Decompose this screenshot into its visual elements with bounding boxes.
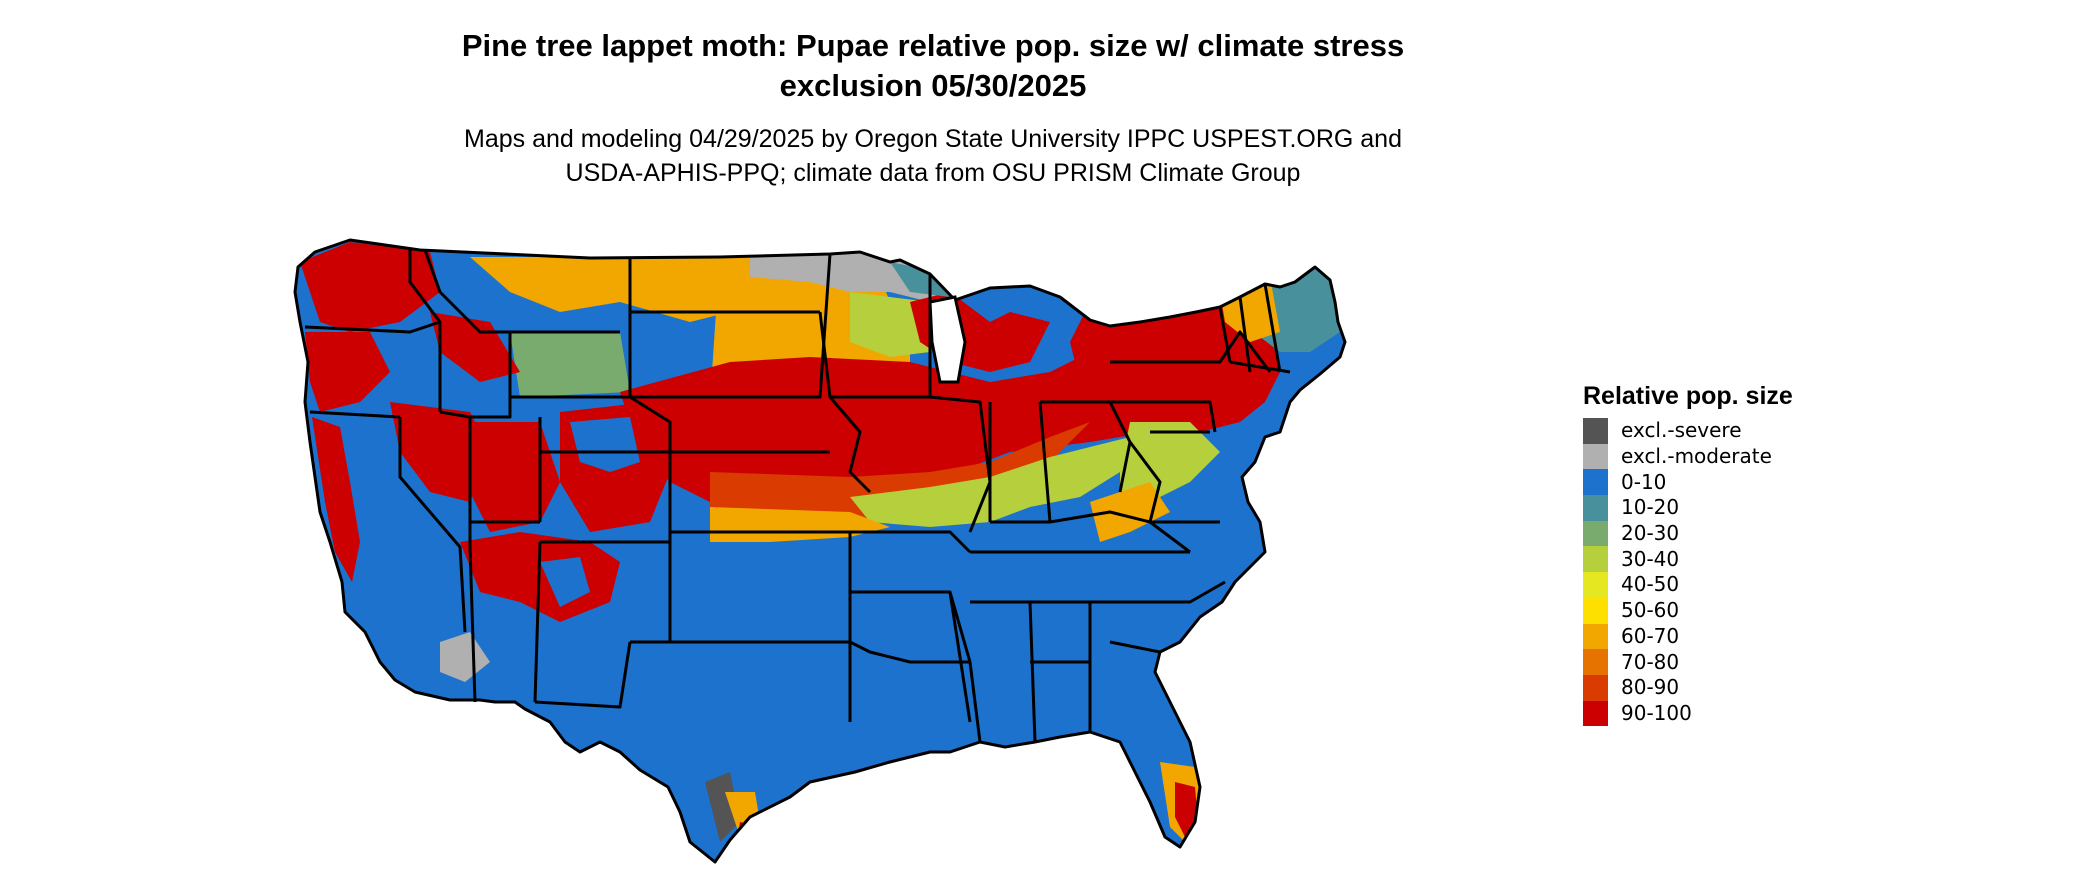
legend-item: 80-90: [1583, 674, 1923, 701]
zone-california-coast-red: [312, 417, 360, 582]
legend-swatch: [1583, 520, 1608, 547]
legend-item: 0-10: [1583, 469, 1923, 496]
map-title-line-1: Pine tree lappet moth: Pupae relative po…: [461, 28, 1405, 63]
us-map: [290, 222, 1560, 892]
wi-il-border: [928, 274, 992, 533]
zone-florida-red: [1175, 782, 1198, 837]
zone-idaho-red: [430, 312, 520, 382]
ms-al-ga-border: [968, 600, 1190, 743]
ca-nv-border: [398, 417, 467, 633]
legend-swatch: [1583, 597, 1608, 624]
mt-id-border: [423, 249, 510, 334]
zone-south-texas-grey: [705, 772, 740, 842]
carolinas-border: [1090, 580, 1226, 654]
ne-ks-border: [629, 395, 850, 534]
legend-label: 20-30: [1621, 521, 1680, 546]
legend-swatch: [1583, 418, 1608, 444]
dakotas-border: [628, 253, 832, 399]
lake-michigan: [928, 295, 967, 384]
map-subtitle-line-1: Maps and modeling 04/29/2025 by Oregon S…: [464, 125, 1402, 153]
tn-ky-border: [970, 510, 1191, 554]
legend-label: 80-90: [1621, 675, 1680, 700]
map-subtitle-line-2: USDA-APHIS-PPQ; climate data from OSU PR…: [565, 159, 1301, 187]
legend-item: 40-50: [1583, 572, 1923, 598]
legend-swatch: [1583, 674, 1608, 701]
state-borders: [293, 238, 1347, 864]
legend-item: 30-40: [1583, 546, 1923, 573]
zone-southwest-grey: [440, 632, 490, 682]
legend-swatch: [1583, 623, 1608, 650]
legend-label: 50-60: [1621, 598, 1680, 623]
legend-label: 40-50: [1621, 572, 1680, 597]
or-ca-border: [309, 410, 401, 419]
legend-swatch: [1583, 546, 1608, 573]
legend-title: Relative pop. size: [1583, 382, 1793, 410]
legend-swatch: [1583, 469, 1608, 496]
map-title-line-2: exclusion 05/30/2025: [779, 68, 1087, 103]
ut-co-border: [470, 397, 542, 524]
legend-label: excl.-moderate: [1621, 444, 1772, 469]
legend-label: 60-70: [1621, 623, 1680, 648]
indiana-ohio-border: [988, 400, 1132, 523]
zone-colorado-blue: [570, 417, 640, 472]
legend-item: excl.-moderate: [1583, 443, 1923, 470]
pa-ny-border: [1110, 330, 1272, 434]
legend-label: 10-20: [1621, 495, 1680, 520]
zone-washington-red: [300, 242, 440, 332]
legend-items: excl.-severe excl.-moderate 0-10 10-20 20-30…: [1583, 418, 1923, 727]
legend-item: 70-80: [1583, 649, 1923, 675]
legend-item: 20-30: [1583, 520, 1923, 547]
legend-label: 90-100: [1621, 700, 1692, 725]
va-wv-border: [1128, 441, 1220, 524]
legend-swatch: [1583, 495, 1608, 521]
legend-item: 50-60: [1583, 597, 1923, 624]
map-legend: Relative pop. size excl.-severe excl.-mod…: [1583, 380, 1923, 727]
co-border: [540, 450, 672, 544]
id-border: [408, 250, 442, 412]
legend-label: excl.-severe: [1621, 418, 1742, 443]
legend-item: 90-100: [1583, 700, 1923, 727]
legend-label: 30-40: [1621, 546, 1680, 571]
zone-montana-orange: [470, 257, 730, 322]
new-england-borders: [1218, 283, 1291, 374]
zone-utah-red: [470, 422, 560, 532]
wa-or-border: [304, 320, 441, 334]
zone-nevada-red: [390, 402, 490, 502]
zone-oregon-red: [305, 332, 390, 412]
zone-nm-blue: [540, 557, 590, 607]
legend-swatch: [1583, 572, 1608, 598]
wy-border: [508, 332, 632, 399]
legend-swatch: [1583, 649, 1608, 675]
zone-wyoming-green: [510, 332, 630, 397]
us-map-svg: [293, 238, 1347, 864]
legend-item: 10-20: [1583, 495, 1923, 521]
legend-label: 70-80: [1621, 649, 1680, 674]
zone-appalachian-orange: [1090, 482, 1170, 542]
mo-ar-border: [848, 530, 972, 723]
legend-label: 0-10: [1621, 469, 1667, 494]
legend-item: 60-70: [1583, 623, 1923, 650]
legend-item: excl.-severe: [1583, 418, 1923, 444]
legend-swatch: [1583, 443, 1608, 470]
mn-ia-border: [818, 311, 930, 494]
az-nm-border: [468, 541, 632, 709]
legend-swatch: [1583, 700, 1608, 727]
national-outline: [293, 238, 1347, 864]
zone-plains-darkorange: [710, 422, 1090, 522]
